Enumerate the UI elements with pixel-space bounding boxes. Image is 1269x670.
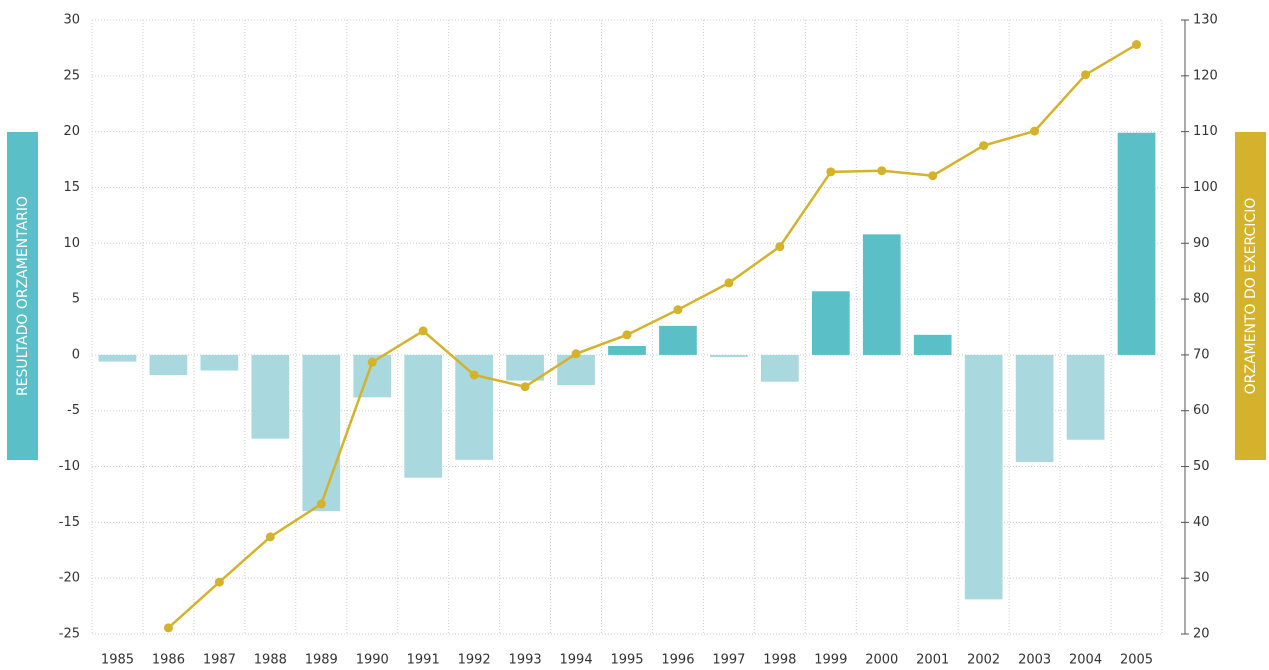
x-tick-label: 1993: [509, 653, 542, 668]
y2-tick-label: 70: [1193, 347, 1210, 362]
bar: [557, 354, 595, 386]
bar: [1015, 354, 1054, 463]
x-tick-label: 1989: [305, 653, 338, 668]
bar: [302, 354, 341, 512]
bar: [761, 354, 799, 382]
x-tick-label: 2004: [1069, 653, 1102, 668]
x-tick-label: 1992: [458, 653, 491, 668]
bar: [98, 354, 137, 362]
bar: [404, 354, 443, 478]
x-tick-label: 1986: [152, 653, 185, 668]
line-point: [979, 141, 989, 151]
y2-tick-label: 60: [1193, 403, 1210, 418]
y-tick-label: -5: [67, 403, 80, 418]
line-point: [826, 167, 836, 177]
x-tick-label: 1995: [610, 653, 643, 668]
line-point: [163, 623, 173, 633]
bar: [506, 354, 544, 381]
line-point: [418, 326, 428, 336]
x-tick-label: 1996: [661, 653, 694, 668]
line-point: [877, 166, 887, 176]
y2-tick-label: 50: [1193, 459, 1210, 474]
line-point: [724, 278, 734, 288]
x-tick-label: 1999: [814, 653, 847, 668]
x-tick-label: 1985: [101, 653, 134, 668]
x-tick-label: 1987: [203, 653, 236, 668]
y2-tick-label: 80: [1193, 292, 1210, 307]
x-tick-label: 2000: [865, 653, 898, 668]
y-tick-label: 30: [63, 13, 80, 28]
line: [167, 43, 1138, 629]
bar: [200, 354, 239, 371]
line-point: [265, 532, 275, 542]
y-tick-label: -10: [59, 459, 80, 474]
line-point: [469, 370, 479, 380]
y2-axis-label: ORZAMENTO DO EXERCICIO: [1243, 198, 1259, 395]
y-tick-label: 10: [63, 236, 80, 251]
line-point: [673, 305, 683, 315]
bar: [964, 354, 1003, 600]
y-tick-label: -25: [59, 627, 80, 642]
line-point: [571, 349, 581, 359]
x-tick-label: 2005: [1120, 653, 1153, 668]
y2-tick-label: 40: [1193, 515, 1210, 530]
line-point: [1081, 70, 1091, 80]
x-tick-label: 1990: [356, 653, 389, 668]
x-tick-label: 1991: [407, 653, 440, 668]
bar: [913, 334, 952, 355]
x-tick-label: 1998: [763, 653, 796, 668]
x-tick-label: 1994: [560, 653, 593, 668]
y-tick-label: 5: [72, 292, 80, 307]
y2-tick-label: 130: [1193, 13, 1218, 28]
x-tick-label: 2002: [967, 653, 1000, 668]
line-point: [367, 357, 377, 367]
line-point: [928, 171, 938, 181]
bar: [659, 325, 697, 355]
y-tick-label: 15: [63, 180, 80, 195]
bar: [608, 345, 646, 355]
x-tick-label: 2003: [1018, 653, 1051, 668]
bar: [811, 291, 850, 355]
bar: [1066, 354, 1105, 440]
y-tick-label: 20: [63, 124, 80, 139]
bar: [251, 354, 290, 439]
line-point: [214, 577, 224, 587]
y2-tick-label: 30: [1193, 571, 1210, 586]
y2-label-box: [1235, 132, 1266, 460]
x-tick-label: 1997: [712, 653, 745, 668]
line-point: [1030, 126, 1040, 136]
y-label-box: [7, 132, 38, 460]
y-tick-label: 25: [63, 68, 80, 83]
line-point: [316, 499, 326, 509]
bar: [862, 234, 901, 355]
y-axis-label: RESULTADO ORZAMENTARIO: [15, 196, 31, 396]
y2-tick-label: 120: [1193, 68, 1218, 83]
line-point: [622, 330, 632, 340]
line-point: [520, 382, 530, 392]
x-tick-label: 1988: [254, 653, 287, 668]
y-tick-label: -15: [59, 515, 80, 530]
y-tick-label: 0: [72, 347, 80, 362]
y-tick-label: -20: [59, 571, 80, 586]
y2-tick-label: 110: [1193, 124, 1218, 139]
y2-tick-label: 90: [1193, 236, 1210, 251]
bar: [710, 354, 748, 358]
y2-tick-label: 20: [1193, 627, 1210, 642]
line-point: [775, 242, 785, 252]
bar: [149, 354, 188, 376]
line-point: [1132, 40, 1142, 50]
bar: [1117, 132, 1156, 355]
y2-tick-label: 100: [1193, 180, 1218, 195]
x-tick-label: 2001: [916, 653, 949, 668]
